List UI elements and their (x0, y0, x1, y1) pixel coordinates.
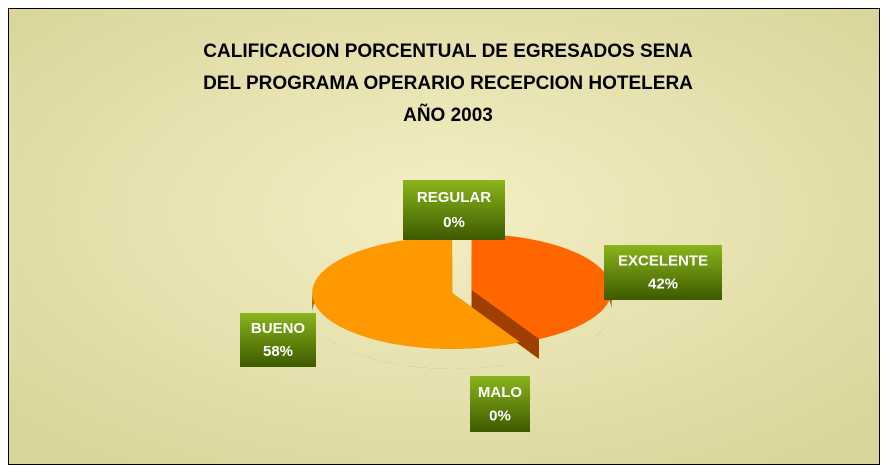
data-labels: EXCELENTE 42% BUENO 58% MALO 0% REGULAR 0% (240, 180, 722, 432)
data-label-box (470, 376, 530, 432)
data-label-category: MALO (478, 384, 522, 401)
chart-title-line: DEL PROGRAMA OPERARIO RECEPCION HOTELERA (203, 73, 693, 94)
data-label-value: 42% (648, 276, 678, 293)
data-label-box (403, 180, 505, 240)
data-label-category: BUENO (251, 320, 306, 337)
chart-title-line: AÑO 2003 (403, 104, 493, 126)
chart-title-line: CALIFICACION PORCENTUAL DE EGRESADOS SEN… (203, 41, 693, 62)
data-label-category: REGULAR (417, 189, 491, 206)
data-label-value: 58% (263, 343, 293, 360)
slice (312, 236, 520, 349)
pie-tops (312, 233, 612, 349)
data-label-box (604, 245, 722, 300)
slice (471, 233, 612, 339)
data-label-box (240, 313, 316, 367)
chart-title: CALIFICACION PORCENTUAL DE EGRESADOS SEN… (203, 41, 693, 126)
data-label-category: EXCELENTE (618, 252, 708, 269)
data-label-value: 0% (443, 214, 465, 231)
data-label-value: 0% (489, 407, 511, 424)
